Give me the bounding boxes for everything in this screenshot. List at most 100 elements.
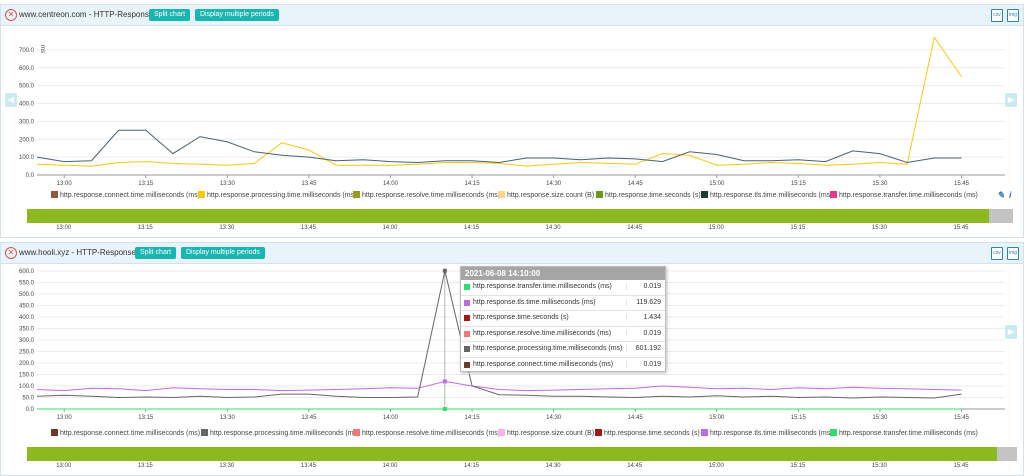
x-tick-label: 15:30 xyxy=(872,181,888,187)
export-image-icon[interactable]: img xyxy=(1007,9,1019,22)
legend-item[interactable]: http.response.connect.time.milliseconds … xyxy=(51,191,200,199)
legend-item[interactable]: http.response.transfer.time.milliseconds… xyxy=(830,191,978,199)
y-tick-label: 500.0 xyxy=(19,84,35,90)
y-tick-label: 200.0 xyxy=(19,361,35,367)
legend-label: http.response.transfer.time.milliseconds… xyxy=(839,192,978,199)
timeline-tick-label: 13:30 xyxy=(219,463,235,469)
next-period-arrow-icon[interactable]: ▶ xyxy=(1005,93,1017,107)
legend-swatch xyxy=(595,429,602,436)
timeline-tick-label: 13:45 xyxy=(300,463,316,469)
legend-item[interactable]: http.response.time.seconds (s) xyxy=(596,191,701,199)
legend-item[interactable]: http.response.processing.time.millisecon… xyxy=(201,429,359,437)
info-icon[interactable]: i xyxy=(1009,190,1012,200)
tooltip-timestamp: 2021-06-08 14:10:00 xyxy=(461,267,665,280)
y-tick-label: 400.0 xyxy=(19,102,35,108)
timeline-tick-label: 14:15 xyxy=(464,225,480,231)
x-tick-label: 15:45 xyxy=(954,415,970,421)
close-icon[interactable]: ✕ xyxy=(5,247,17,259)
timeline-tick-label: 13:00 xyxy=(56,225,72,231)
timeline-tick-label: 14:45 xyxy=(627,225,643,231)
panel-header: ✕ www.hooli.xyz - HTTP-Response-Time Spl… xyxy=(1,243,1023,264)
legend-label: http.response.resolve.time.milliseconds … xyxy=(362,192,501,199)
panel-title: www.hooli.xyz - HTTP-Response-Time xyxy=(19,248,157,257)
series-line xyxy=(36,36,962,167)
chart-legend: http.response.connect.time.milliseconds … xyxy=(1,191,1023,203)
panel-title: www.centreon.com - HTTP-Response-Time xyxy=(19,10,174,19)
legend-item[interactable]: http.response.transfer.time.milliseconds… xyxy=(830,429,978,437)
x-tick-label: 13:45 xyxy=(301,415,317,421)
timeline-slider[interactable] xyxy=(27,209,1013,223)
tooltip-metric-value: 0.019 xyxy=(626,360,661,368)
legend-swatch xyxy=(830,429,837,436)
legend-swatch xyxy=(596,191,603,198)
legend-item[interactable]: http.response.tls.time.milliseconds (ms) xyxy=(701,429,833,437)
tooltip-metric-name: http.response.transfer.time.milliseconds… xyxy=(473,283,612,290)
tooltip-swatch xyxy=(464,346,470,353)
x-tick-label: 14:00 xyxy=(383,415,399,421)
x-tick-label: 14:15 xyxy=(465,415,481,421)
y-tick-label: 150.0 xyxy=(19,373,35,379)
export-csv-icon[interactable]: csv xyxy=(991,247,1003,260)
timeline-tick-label: 14:30 xyxy=(545,225,561,231)
timeline-tick-label: 13:15 xyxy=(137,225,153,231)
tooltip-metric-value: 0.019 xyxy=(626,329,661,337)
x-tick-label: 13:00 xyxy=(57,181,73,187)
export-csv-icon[interactable]: csv xyxy=(991,9,1003,22)
timeline-tick-label: 15:15 xyxy=(790,225,806,231)
tooltip-metric-name: http.response.resolve.time.milliseconds … xyxy=(473,329,612,337)
legend-item[interactable]: http.response.time.seconds (s) xyxy=(595,429,700,437)
previous-period-arrow-icon[interactable]: ◀ xyxy=(5,93,17,107)
x-tick-label: 15:00 xyxy=(709,181,725,187)
edit-pencil-icon[interactable]: ✎ xyxy=(997,190,1005,200)
legend-item[interactable]: http.response.connect.time.milliseconds … xyxy=(51,429,200,437)
split-chart-button[interactable]: Split chart xyxy=(135,247,177,259)
export-image-icon[interactable]: img xyxy=(1007,247,1019,260)
tooltip-metric-name: http.response.connect.time.milliseconds … xyxy=(473,360,614,368)
close-icon[interactable]: ✕ xyxy=(5,9,17,21)
tooltip-row: http.response.time.seconds (s) 1.434 xyxy=(461,311,665,327)
legend-label: http.response.transfer.time.milliseconds… xyxy=(839,430,978,437)
tooltip-row: http.response.tls.time.milliseconds (ms)… xyxy=(461,296,665,312)
y-tick-label: 550.0 xyxy=(19,281,35,287)
legend-item[interactable]: http.response.size.count (B) xyxy=(498,191,594,199)
timeline-tick-label: 14:00 xyxy=(382,225,398,231)
y-tick-label: 250.0 xyxy=(19,350,35,356)
chart-legend: http.response.connect.time.milliseconds … xyxy=(1,429,1023,441)
next-period-arrow-icon[interactable]: ▶ xyxy=(1005,325,1017,339)
y-tick-label: 100.0 xyxy=(19,384,35,390)
display-multiple-periods-button[interactable]: Display multiple periods xyxy=(181,247,265,259)
y-tick-label: 0.0 xyxy=(26,407,35,413)
chart-centreon: 0.0 100.0 200.0 300.0 400.0 500.0 600.0 700.0 ms… xyxy=(19,36,1005,187)
legend-item[interactable]: http.response.resolve.time.milliseconds … xyxy=(353,429,500,437)
timeline-tick-label: 13:30 xyxy=(219,225,235,231)
legend-label: http.response.connect.time.milliseconds … xyxy=(60,430,201,437)
timeline-tick-label: 13:00 xyxy=(56,463,72,469)
legend-item[interactable]: http.response.size.count (B) xyxy=(498,429,594,437)
timeline-tick-label: 14:30 xyxy=(545,463,561,469)
legend-label: http.response.time.seconds (s) xyxy=(604,430,700,437)
legend-label: http.response.processing.time.millisecon… xyxy=(210,430,360,437)
timeline-tick-label: 14:45 xyxy=(627,463,643,469)
series-line xyxy=(36,129,962,164)
legend-label: http.response.processing.time.millisecon… xyxy=(207,192,357,199)
hover-point xyxy=(442,379,447,384)
tooltip-swatch xyxy=(464,315,470,322)
x-tick-label: 15:15 xyxy=(791,181,807,187)
legend-item[interactable]: http.response.resolve.time.milliseconds … xyxy=(353,191,500,199)
legend-swatch xyxy=(353,429,360,436)
legend-swatch xyxy=(51,191,58,198)
y-tick-label: 100.0 xyxy=(19,155,35,161)
y-tick-label: 450.0 xyxy=(19,304,35,310)
display-multiple-periods-button[interactable]: Display multiple periods xyxy=(195,9,279,21)
tooltip-swatch xyxy=(464,330,470,337)
x-tick-label: 15:30 xyxy=(872,415,888,421)
legend-item[interactable]: http.response.tls.time.milliseconds (ms) xyxy=(701,191,833,199)
legend-label: http.response.size.count (B) xyxy=(507,430,595,437)
y-tick-label: 350.0 xyxy=(19,327,35,333)
tooltip-metric-value: 1.434 xyxy=(626,314,661,322)
split-chart-button[interactable]: Split chart xyxy=(149,9,191,21)
y-tick-label: 50.0 xyxy=(22,396,34,402)
timeline-tick-label: 15:30 xyxy=(871,225,887,231)
legend-item[interactable]: http.response.processing.time.millisecon… xyxy=(198,191,356,199)
timeline-slider[interactable] xyxy=(27,447,1017,461)
